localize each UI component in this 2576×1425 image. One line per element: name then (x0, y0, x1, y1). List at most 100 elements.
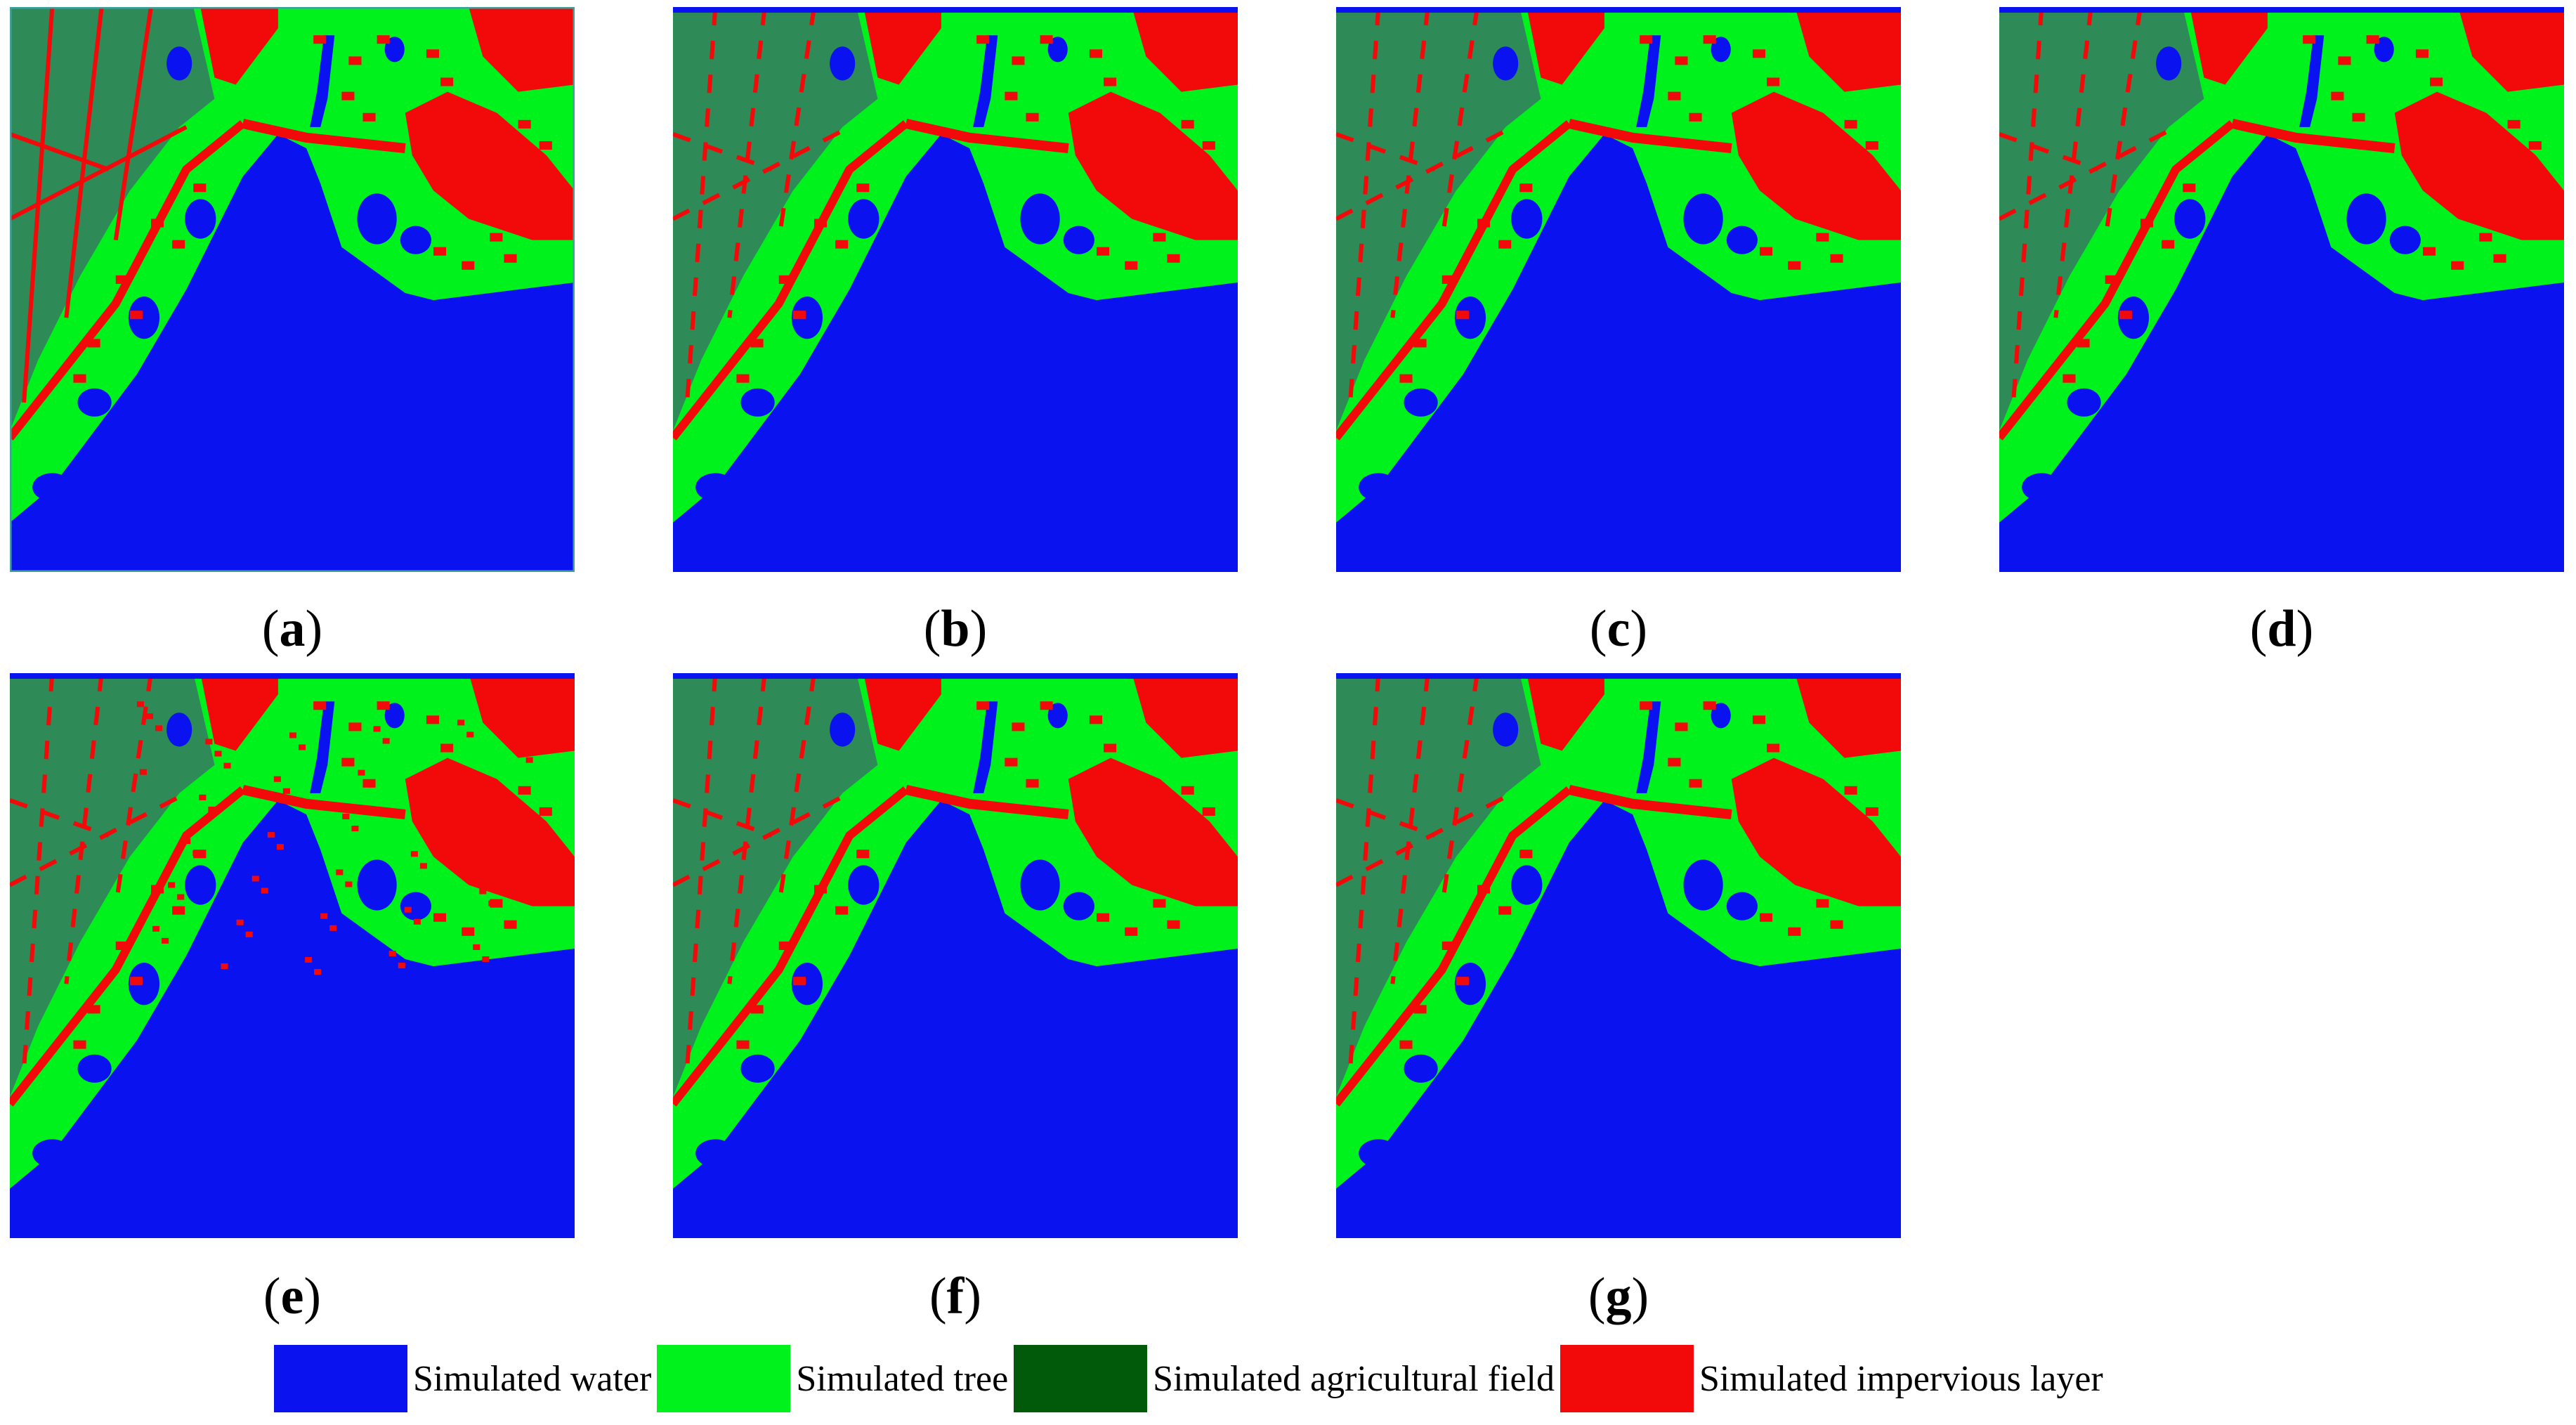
building-block (1413, 339, 1427, 348)
noise-patch (473, 944, 480, 950)
building-block (1104, 743, 1117, 753)
noise-patch (251, 876, 259, 882)
building-block (1498, 240, 1512, 249)
building-block (2423, 247, 2436, 256)
panel-label-g: (g) (1588, 1268, 1649, 1325)
pond (848, 865, 880, 905)
field-boundary (113, 673, 153, 907)
pond (1726, 892, 1758, 920)
building-block (2183, 183, 2196, 193)
impervious-block (1795, 7, 1901, 92)
pond (740, 388, 775, 417)
pond (2346, 193, 2386, 245)
noise-patch (223, 762, 231, 769)
legend-label-impervious: Simulated impervious layer (1699, 1358, 2103, 1399)
main-road (1336, 786, 1572, 1107)
noise-patch (419, 863, 427, 869)
building-block (313, 701, 327, 710)
building-block (490, 233, 503, 242)
building-block (426, 715, 440, 724)
noise-patch (299, 744, 306, 750)
noise-patch (336, 869, 344, 876)
building-block (778, 941, 792, 950)
building-block (1026, 112, 1039, 122)
noise-patch (442, 763, 450, 769)
panel-label-b: (b) (923, 600, 988, 658)
pond (1493, 712, 1519, 747)
building-block (362, 112, 376, 122)
noise-patch (155, 725, 163, 731)
pond (1404, 1054, 1438, 1083)
impervious-block (863, 673, 941, 751)
building-block (2105, 275, 2118, 284)
impervious-district (405, 91, 575, 240)
pond (185, 865, 216, 905)
building-block (539, 141, 552, 150)
noise-patch (413, 918, 421, 925)
noise-patch (329, 925, 337, 931)
noise-patch (267, 832, 275, 838)
agricultural-region (1336, 673, 1541, 1097)
pond (848, 199, 880, 239)
building-block (750, 1005, 764, 1014)
pond (128, 297, 160, 339)
building-block (1689, 112, 1702, 122)
noise-patch (177, 894, 185, 900)
field-boundary (2053, 7, 2093, 318)
water-edge (1336, 7, 1901, 13)
pond (32, 473, 72, 502)
building-block (1844, 786, 1857, 795)
building-block (1456, 311, 1469, 320)
building-block (462, 927, 475, 936)
building-block (976, 701, 990, 710)
agricultural-region (673, 673, 878, 1097)
building-block (856, 850, 870, 859)
building-block (504, 254, 517, 263)
noise-patch (192, 850, 200, 857)
noise-patch (208, 806, 216, 812)
building-block (1097, 247, 1110, 256)
water-channel (310, 35, 335, 127)
building-block (377, 35, 390, 44)
noise-patch (358, 769, 365, 776)
legend-item-tree: Simulated tree (657, 1345, 1008, 1412)
panel-label-d: (d) (2249, 600, 2314, 658)
building-block (1640, 701, 1653, 710)
field-boundary (113, 7, 153, 241)
noise-patch (382, 738, 390, 744)
building-block (814, 219, 828, 228)
panel-label-f: (f) (929, 1268, 981, 1325)
building-block (518, 786, 531, 795)
pond (166, 46, 192, 81)
building-block (1441, 941, 1455, 950)
building-block (129, 311, 143, 320)
building-block (1675, 722, 1688, 731)
building-block (504, 920, 517, 929)
noise-patch (351, 826, 359, 832)
impervious-district (1731, 757, 1901, 906)
pond (185, 199, 216, 239)
pond (1063, 226, 1094, 254)
land-cover-map (1999, 7, 2564, 572)
panel-label-e: (e) (263, 1268, 322, 1325)
agricultural-region (673, 7, 878, 431)
building-block (1202, 141, 1215, 150)
impervious-district (2394, 91, 2564, 240)
water-channel (973, 35, 998, 127)
pond (166, 712, 192, 747)
noise-patch (261, 887, 268, 894)
field-boundary (1439, 7, 1479, 241)
building-block (172, 240, 185, 249)
building-block (1040, 701, 1053, 710)
building-block (835, 240, 849, 249)
building-block (1760, 913, 1773, 922)
main-road (1568, 118, 1732, 153)
main-road (2231, 118, 2395, 153)
building-block (1816, 233, 1829, 242)
building-block (87, 339, 100, 348)
pond (1359, 1139, 1399, 1168)
agricultural-region (1336, 7, 1541, 431)
building-block (73, 374, 86, 383)
noise-patch (282, 788, 290, 794)
